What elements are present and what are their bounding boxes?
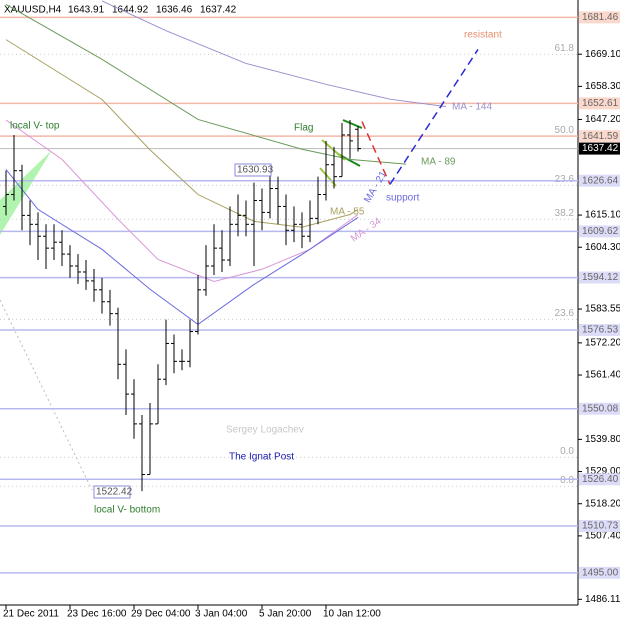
price-box-label: 1630.93 — [237, 165, 274, 176]
header-title: XAUUSD,H4 — [4, 5, 62, 16]
annotation: resistant — [464, 30, 502, 41]
level-box — [579, 473, 620, 486]
current-price-box — [579, 142, 620, 155]
moving-average — [5, 169, 359, 326]
x-tick-label: 29 Dec 04:00 — [131, 609, 191, 620]
annotation: local V- top — [10, 121, 60, 132]
level-box — [579, 225, 620, 238]
level-label: 1609.62 — [582, 226, 619, 237]
y-tick-label: 1561.40 — [585, 370, 620, 381]
fib-label: 23.6 — [555, 308, 575, 319]
current-price-label: 1637.42 — [582, 143, 619, 154]
level-box — [579, 323, 620, 336]
x-tick-label: 10 Jan 12:00 — [323, 609, 381, 620]
annotation: support — [386, 193, 420, 204]
fib-label: 50.0 — [555, 125, 575, 136]
y-tick-label: 1647.20 — [585, 114, 620, 125]
level-label: 1550.08 — [582, 403, 619, 414]
header-high: 1644.92 — [112, 5, 149, 16]
forecast-line — [389, 49, 479, 185]
forecast-line — [361, 121, 391, 185]
fib-label: 0.0 — [560, 475, 574, 486]
price-box — [93, 485, 131, 499]
fib-label: 61.8 — [555, 43, 575, 54]
level-label: 1652.61 — [582, 98, 619, 109]
fib-label: 38.2 — [555, 208, 575, 219]
level-box — [579, 174, 620, 187]
y-tick-label: 1658.30 — [585, 81, 620, 92]
x-tick-label: 3 Jan 04:00 — [195, 609, 248, 620]
level-label: 1526.40 — [582, 474, 619, 485]
level-label: 1626.64 — [582, 175, 619, 186]
ma-label: MA - 144 — [452, 102, 492, 113]
ma-label: MA - 55 — [330, 207, 365, 218]
fib-label: 0.0 — [560, 446, 574, 457]
level-box — [579, 566, 620, 579]
annotation: The Ignat Post — [229, 452, 294, 463]
header-close: 1637.42 — [200, 5, 237, 16]
y-tick-label: 1486.11 — [585, 594, 620, 605]
level-label: 1641.59 — [582, 131, 619, 142]
trend-line — [0, 299, 93, 491]
annotation: local V- bottom — [94, 505, 160, 516]
moving-average — [5, 39, 359, 228]
annotation: Sergey Logachev — [226, 425, 304, 436]
level-box — [579, 130, 620, 143]
level-label: 1594.12 — [582, 272, 619, 283]
ma-label: MA - 89 — [421, 157, 456, 168]
y-tick-label: 1529.00 — [585, 466, 620, 477]
v-top-marker — [0, 150, 52, 235]
y-tick-label: 1572.20 — [585, 338, 620, 349]
y-tick-label: 1669.10 — [585, 49, 620, 60]
level-label: 1495.00 — [582, 567, 619, 578]
y-tick-label: 1583.55 — [585, 304, 620, 315]
level-box — [579, 11, 620, 24]
header-low: 1636.46 — [156, 5, 193, 16]
y-tick-label: 1507.40 — [585, 531, 620, 542]
price-box — [234, 163, 272, 177]
annotation: Flag — [294, 123, 313, 134]
x-tick-label: 5 Jan 20:00 — [259, 609, 312, 620]
level-label: 1681.46 — [582, 12, 619, 23]
y-tick-label: 1615.10 — [585, 210, 620, 221]
x-tick-label: 23 Dec 16:00 — [67, 609, 127, 620]
y-tick-label: 1539.80 — [585, 434, 620, 445]
y-tick-label: 1518.20 — [585, 498, 620, 509]
moving-average — [5, 119, 359, 283]
moving-average — [101, 0, 447, 108]
price-box-label: 1522.42 — [96, 487, 133, 498]
level-box — [579, 271, 620, 284]
level-box — [579, 402, 620, 415]
header-open: 1643.91 — [68, 5, 105, 16]
y-tick-label: 1604.30 — [585, 242, 620, 253]
x-tick-label: 21 Dec 2011 — [3, 609, 59, 620]
fib-label: 23.6 — [555, 174, 575, 185]
moving-average — [5, 4, 407, 165]
level-box — [579, 97, 620, 110]
level-box — [579, 519, 620, 532]
level-label: 1510.73 — [582, 521, 619, 532]
level-label: 1576.53 — [582, 325, 619, 336]
